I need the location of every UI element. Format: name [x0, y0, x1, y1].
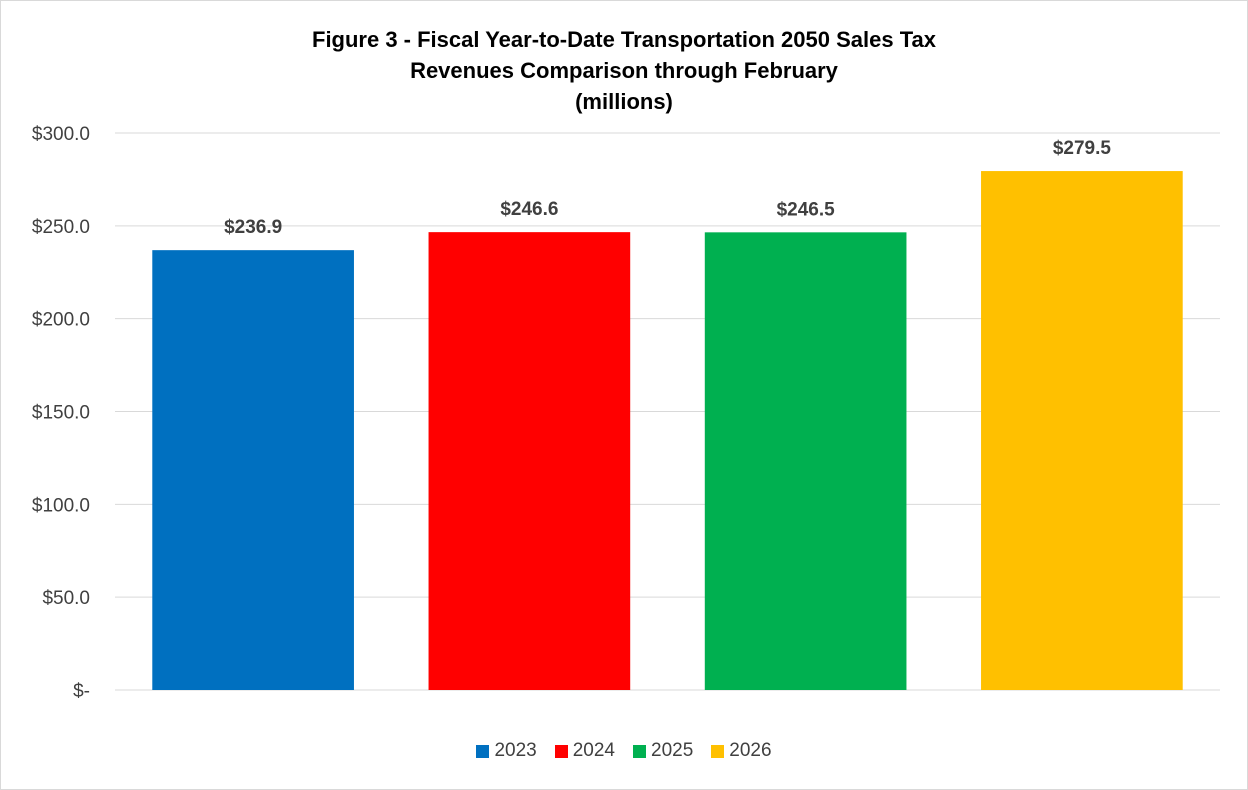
y-tick-label: $-: [73, 681, 90, 702]
y-tick-label: $300.0: [32, 124, 90, 145]
bar-2023: [152, 250, 354, 690]
chart-title-line-2: Revenues Comparison through February: [410, 58, 838, 83]
bar-2026: [981, 171, 1183, 691]
y-tick-label: $250.0: [32, 217, 90, 238]
legend-swatch-2023: [476, 744, 490, 758]
chart-title-line-3: (millions): [575, 89, 673, 114]
bar-2025: [704, 232, 907, 690]
legend-label-2023: 2023: [494, 740, 537, 761]
data-label-2025: $246.5: [777, 199, 836, 220]
y-tick-label: $50.0: [42, 588, 90, 609]
data-label-2023: $236.9: [224, 217, 282, 238]
legend-swatch-2026: [711, 744, 725, 758]
legend-item-2024: 2024: [554, 740, 615, 762]
bar-2024: [428, 232, 631, 690]
legend-item-2023: 2023: [476, 740, 537, 762]
chart-title-line-1: Figure 3 - Fiscal Year-to-Date Transport…: [312, 27, 936, 52]
legend-item-2025: 2025: [633, 740, 693, 762]
y-tick-label: $100.0: [32, 495, 90, 516]
legend-swatch-2025: [633, 744, 646, 758]
legend-item-2026: 2026: [711, 740, 772, 762]
data-label-2026: $279.5: [1053, 138, 1112, 159]
y-tick-label: $200.0: [32, 310, 90, 331]
legend-swatch-2024: [554, 744, 568, 758]
y-tick-label: $150.0: [32, 403, 90, 424]
chart-title: Figure 3 - Fiscal Year-to-Date Transport…: [0, 24, 1248, 117]
legend-label-2026: 2026: [729, 740, 772, 761]
data-label-2024: $246.6: [500, 199, 558, 220]
chart-legend: 2023 2024 2025 2026: [0, 740, 1248, 762]
legend-label-2024: 2024: [572, 740, 615, 761]
legend-label-2025: 2025: [651, 740, 694, 761]
